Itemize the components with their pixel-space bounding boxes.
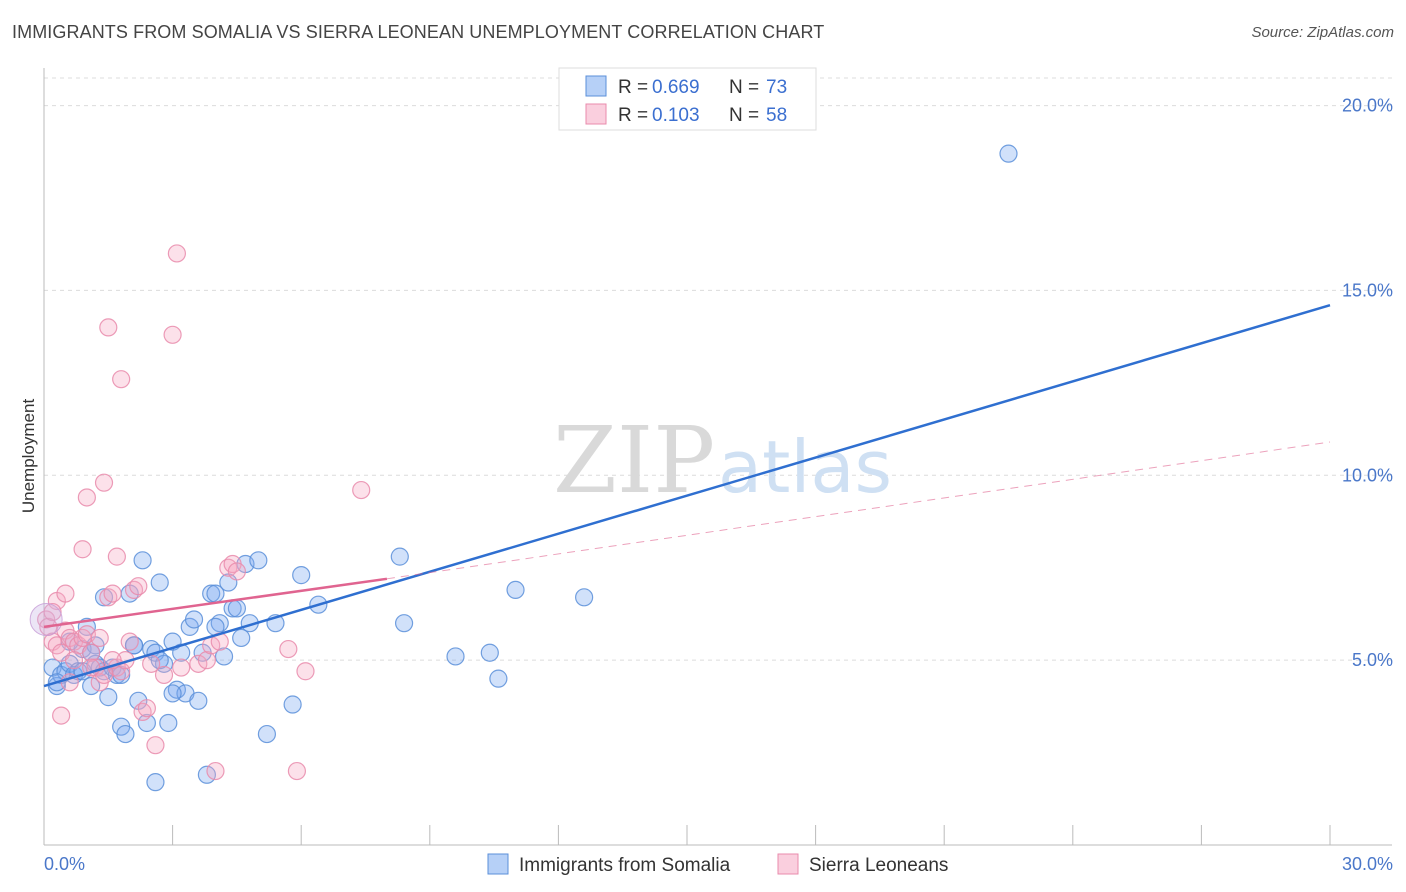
series-0-point-48 <box>257 724 277 744</box>
chart-source: Source: ZipAtlas.com <box>1251 24 1394 41</box>
series-1-point-44 <box>107 547 126 566</box>
y-tick-label-2: 15.0% <box>1342 280 1393 300</box>
series-0-point-58 <box>506 580 525 599</box>
series-1-point-16 <box>103 584 122 603</box>
y-axis-label: Unemployment <box>19 399 38 514</box>
series-1-point-29 <box>167 244 186 263</box>
series-0-point-56 <box>480 643 499 662</box>
bottom-legend-label-0: Immigrants from Somalia <box>519 855 731 876</box>
watermark-atlas: atlas <box>718 425 892 509</box>
series-0-point-57 <box>489 669 508 688</box>
series-1-point-41 <box>94 473 114 492</box>
series-0-point-47 <box>249 551 268 570</box>
series-0-point-60 <box>999 144 1018 163</box>
series-0-point-17 <box>116 724 135 744</box>
series-0-point-55 <box>446 647 465 666</box>
series-1-point-0 <box>37 610 56 629</box>
series-0-trend-line <box>43 304 1331 688</box>
series-1-point-11 <box>82 643 101 662</box>
series-1-point-49 <box>52 706 71 725</box>
legend-r-label-1: R = <box>618 105 648 126</box>
legend-swatch-0 <box>585 75 607 97</box>
series-1-point-52 <box>64 651 84 670</box>
series-0-point-61 <box>146 773 165 792</box>
series-0-point-33 <box>184 610 204 629</box>
x-tick-label-1: 30.0% <box>1342 854 1393 874</box>
tick-labels: 5.0% 10.0% 15.0% 20.0% 0.0% 30.0% <box>44 96 1393 874</box>
series-1-point-55 <box>90 628 109 648</box>
series-0-point-51 <box>292 566 311 585</box>
bottom-legend: Immigrants from Somalia Sierra Leoneans <box>487 853 948 876</box>
series-1-point-46 <box>287 761 307 781</box>
series-0-point-53 <box>390 547 409 566</box>
series-1-point-34 <box>206 761 225 781</box>
legend-n-value-0: 73 <box>766 77 787 98</box>
y-tick-label-1: 10.0% <box>1342 465 1393 485</box>
bottom-legend-label-1: Sierra Leoneans <box>809 855 948 876</box>
series-0-point-27 <box>159 713 178 733</box>
series-1-point-47 <box>296 662 315 681</box>
x-tick-label-0: 0.0% <box>44 854 85 874</box>
watermark-zip: ZIP <box>553 407 715 514</box>
series-1-point-39 <box>73 540 92 559</box>
series-0-point-37 <box>202 584 221 603</box>
series-0-point-40 <box>214 647 234 666</box>
series-1-point-43 <box>112 370 131 389</box>
series-1-point-30 <box>172 658 191 677</box>
legend-n-value-1: 58 <box>766 105 787 126</box>
series-1-point-42 <box>99 318 118 337</box>
legend: R = 0.669 N = 73 R = 0.103 N = 58 <box>558 67 817 131</box>
series-1-point-24 <box>137 699 156 718</box>
bottom-legend-swatch-1 <box>777 853 799 875</box>
legend-swatch-1 <box>585 103 607 125</box>
series-1-point-56 <box>56 584 75 603</box>
legend-r-label-0: R = <box>618 77 648 98</box>
series-1-point-40 <box>77 488 96 507</box>
series-0-point-44 <box>232 628 251 648</box>
series-0-point-50 <box>283 695 302 714</box>
series-0-point-59 <box>575 588 594 607</box>
series-1-point-20 <box>120 632 139 651</box>
series-1-point-26 <box>146 736 165 755</box>
series-1-point-28 <box>163 325 182 344</box>
chart-title: IMMIGRANTS FROM SOMALIA VS SIERRA LEONEA… <box>12 22 825 42</box>
series-1-point-22 <box>129 577 148 596</box>
series-0-point-34 <box>189 691 208 710</box>
series-0-point-25 <box>150 573 169 592</box>
data-points <box>29 144 1018 792</box>
series-0-point-13 <box>99 688 118 707</box>
series-0-point-66 <box>163 684 182 703</box>
series-1-point-48 <box>352 480 371 500</box>
series-1-point-45 <box>279 639 298 659</box>
series-0-point-43 <box>227 599 246 618</box>
legend-r-value-0: 0.669 <box>652 77 700 98</box>
axes <box>43 68 1392 846</box>
legend-n-label-1: N = <box>729 105 759 126</box>
legend-r-value-1: 0.103 <box>652 105 700 126</box>
trend-lines <box>43 304 1331 688</box>
bottom-legend-swatch-0 <box>487 853 509 875</box>
series-1-trend-line <box>43 577 388 629</box>
series-1-large-point <box>29 602 63 636</box>
series-1-trend-extension <box>386 441 1331 580</box>
y-tick-label-0: 5.0% <box>1352 650 1393 670</box>
series-1-point-27 <box>154 665 174 685</box>
series-0-point-54 <box>394 614 414 633</box>
legend-n-label-0: N = <box>729 77 759 98</box>
series-1-point-32 <box>197 651 216 670</box>
series-0-point-22 <box>137 713 156 733</box>
series-0-point-21 <box>133 551 152 570</box>
series-1-point-38 <box>227 562 246 581</box>
y-tick-label-3: 20.0% <box>1342 96 1393 116</box>
watermark: ZIP atlas <box>553 407 892 514</box>
